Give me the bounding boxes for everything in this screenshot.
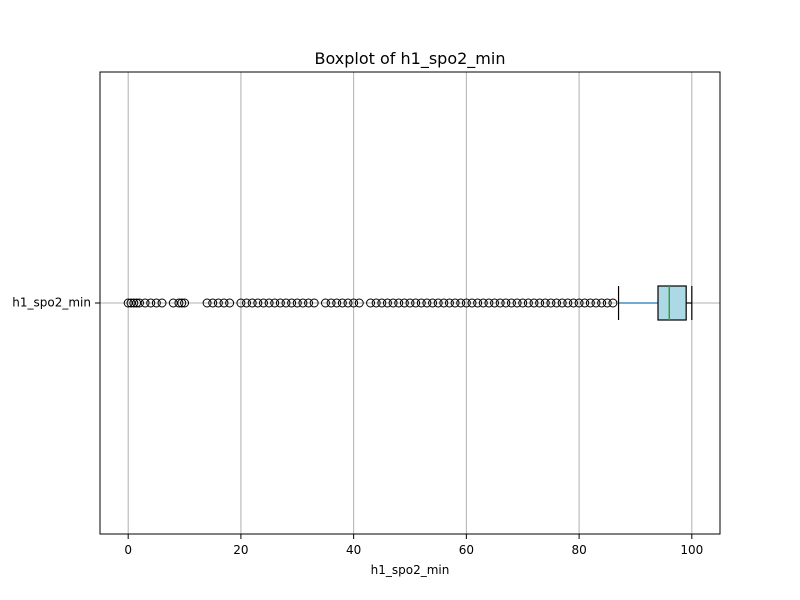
- outlier-point: [608, 298, 618, 308]
- outlier-point: [174, 298, 184, 308]
- outlier-point: [461, 298, 471, 308]
- outlier-point: [371, 298, 381, 308]
- outlier-point: [518, 298, 528, 308]
- outlier-point: [253, 298, 263, 308]
- outlier-point: [281, 298, 291, 308]
- chart-title: Boxplot of h1_spo2_min: [315, 49, 506, 69]
- outlier-point: [287, 298, 297, 308]
- outlier-point: [512, 298, 522, 308]
- outlier-point: [416, 298, 426, 308]
- outlier-point: [506, 298, 516, 308]
- box-iqr: [657, 285, 687, 321]
- outlier-point: [382, 298, 392, 308]
- outlier-point: [552, 298, 562, 308]
- outlier-point: [597, 298, 607, 308]
- outlier-point: [422, 298, 432, 308]
- x-tick-label: 0: [124, 543, 132, 557]
- x-axis-ticks: 0 20 40 60 80 100: [124, 534, 703, 557]
- outlier-point: [304, 298, 314, 308]
- outlier-point: [439, 298, 449, 308]
- outlier-point: [478, 298, 488, 308]
- outlier-point: [495, 298, 505, 308]
- outlier-point: [140, 298, 150, 308]
- outlier-point: [405, 298, 415, 308]
- outlier-point: [394, 298, 404, 308]
- outlier-point: [366, 298, 376, 308]
- outlier-point: [343, 298, 353, 308]
- x-tick-label: 100: [680, 543, 703, 557]
- outlier-point: [529, 298, 539, 308]
- outlier-point: [473, 298, 483, 308]
- outlier-point: [568, 298, 578, 308]
- outlier-point: [298, 298, 308, 308]
- outlier-point: [411, 298, 421, 308]
- outlier-point: [242, 298, 252, 308]
- outlier-point: [208, 298, 218, 308]
- outlier-point: [225, 298, 235, 308]
- outlier-point: [247, 298, 257, 308]
- x-axis-label: h1_spo2_min: [371, 563, 450, 577]
- outlier-point: [428, 298, 438, 308]
- outlier-point: [540, 298, 550, 308]
- outlier-point: [399, 298, 409, 308]
- outlier-point: [258, 298, 268, 308]
- outlier-point: [146, 298, 156, 308]
- outlier-point: [320, 298, 330, 308]
- outlier-point: [456, 298, 466, 308]
- y-axis-ticks: h1_spo2_min: [12, 296, 100, 310]
- outlier-point: [563, 298, 573, 308]
- outlier-point: [591, 298, 601, 308]
- outlier-point: [484, 298, 494, 308]
- outlier-point: [309, 298, 319, 308]
- y-tick-label: h1_spo2_min: [12, 296, 91, 310]
- outlier-point: [501, 298, 511, 308]
- outlier-point: [354, 298, 364, 308]
- outlier-point: [467, 298, 477, 308]
- outlier-point: [388, 298, 398, 308]
- outlier-point: [275, 298, 285, 308]
- outlier-point: [326, 298, 336, 308]
- outlier-point: [535, 298, 545, 308]
- outlier-points: [123, 298, 618, 308]
- outlier-point: [264, 298, 274, 308]
- outlier-point: [177, 298, 187, 308]
- outlier-point: [180, 298, 190, 308]
- outlier-point: [157, 298, 167, 308]
- outlier-point: [151, 298, 161, 308]
- outlier-point: [332, 298, 342, 308]
- outlier-point: [546, 298, 556, 308]
- outlier-point: [574, 298, 584, 308]
- outlier-point: [444, 298, 454, 308]
- outlier-point: [337, 298, 347, 308]
- outlier-point: [580, 298, 590, 308]
- outlier-point: [202, 298, 212, 308]
- outlier-point: [602, 298, 612, 308]
- outlier-point: [134, 298, 144, 308]
- outlier-point: [349, 298, 359, 308]
- outlier-point: [270, 298, 280, 308]
- outlier-point: [450, 298, 460, 308]
- outlier-point: [557, 298, 567, 308]
- outlier-point: [213, 298, 223, 308]
- outlier-point: [129, 298, 139, 308]
- x-tick-label: 80: [571, 543, 586, 557]
- x-tick-label: 40: [346, 543, 361, 557]
- outlier-point: [585, 298, 595, 308]
- x-tick-label: 20: [233, 543, 248, 557]
- x-tick-label: 60: [459, 543, 474, 557]
- outlier-point: [292, 298, 302, 308]
- box-element: [617, 285, 693, 321]
- outlier-point: [433, 298, 443, 308]
- outlier-point: [236, 298, 246, 308]
- outlier-point: [523, 298, 533, 308]
- outlier-point: [377, 298, 387, 308]
- outlier-point: [219, 298, 229, 308]
- outlier-point: [490, 298, 500, 308]
